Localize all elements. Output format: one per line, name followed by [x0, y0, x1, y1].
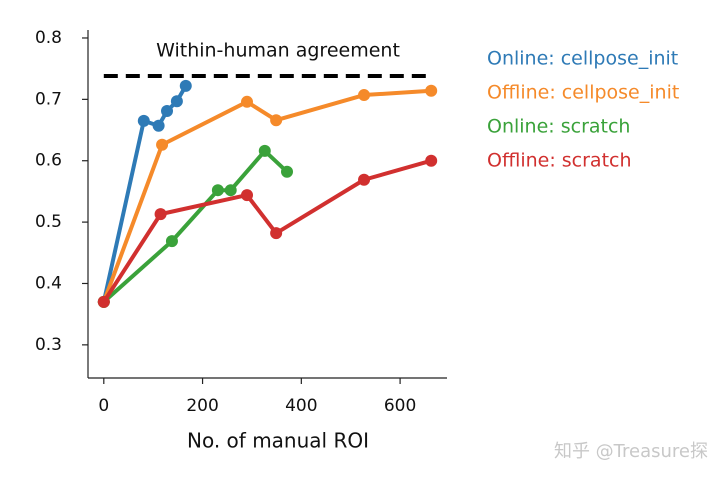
x-tick-label: 400	[285, 396, 317, 416]
point	[270, 114, 283, 127]
y-tick-label: 0.7	[35, 89, 62, 109]
point	[211, 184, 224, 197]
legend-entry: Offline: cellpose_init	[487, 82, 679, 104]
watermark: 知乎 @Treasure探	[554, 441, 708, 462]
point	[241, 95, 254, 108]
x-tick-label: 600	[384, 396, 416, 416]
y-tick-label: 0.6	[35, 151, 62, 171]
point	[281, 165, 294, 178]
point	[170, 95, 183, 108]
point	[358, 89, 371, 102]
y-tick-label: 0.3	[35, 335, 62, 355]
y-tick-label: 0.8	[35, 28, 62, 48]
point	[97, 295, 110, 308]
x-tick-label: 200	[186, 396, 218, 416]
y-tick-label: 0.4	[35, 273, 62, 293]
x-axis-label: No. of manual ROI	[187, 429, 369, 453]
point	[161, 105, 174, 118]
point	[241, 189, 254, 202]
point	[156, 138, 169, 151]
annotation: Within-human agreement	[156, 40, 400, 62]
legend-entry: Online: cellpose_init	[487, 48, 678, 70]
point	[258, 144, 271, 157]
legend-entry: Offline: scratch	[487, 150, 632, 172]
point	[425, 84, 438, 97]
legend-entry: Online: scratch	[487, 116, 630, 138]
point	[270, 227, 283, 240]
x-tick-label: 0	[98, 396, 109, 416]
series-line	[102, 158, 432, 303]
y-tick-label: 0.5	[35, 212, 62, 232]
series-line	[101, 88, 432, 303]
point	[165, 235, 178, 248]
point	[152, 119, 165, 132]
point	[425, 154, 438, 167]
point	[154, 208, 167, 221]
point	[179, 79, 192, 92]
point	[224, 184, 237, 197]
point	[358, 173, 371, 186]
point	[137, 114, 150, 127]
